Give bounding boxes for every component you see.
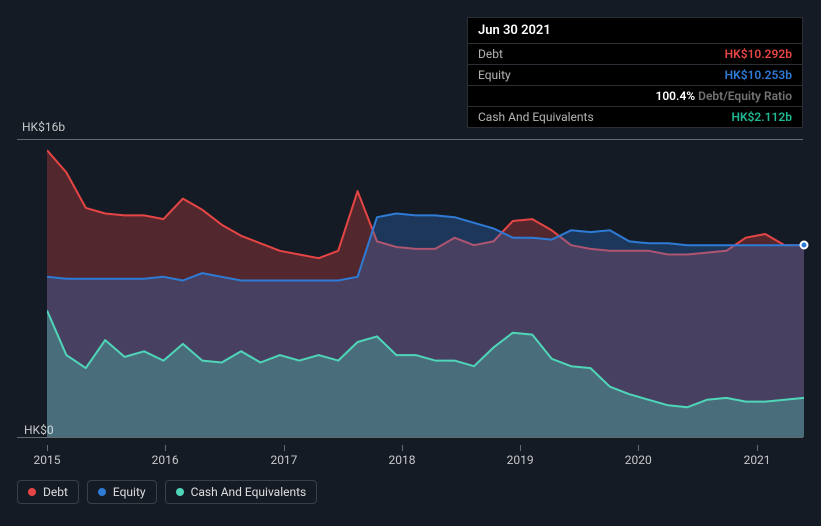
y-axis-min-label: HK$0 <box>24 423 54 437</box>
legend-label-equity: Equity <box>113 485 146 499</box>
tooltip-row-value: HK$10.292b <box>725 47 792 61</box>
x-tick <box>638 445 639 451</box>
legend-label-debt: Debt <box>43 485 68 499</box>
x-axis-label: 2019 <box>507 453 534 467</box>
tooltip-row: Debt HK$10.292b <box>468 43 802 64</box>
x-tick <box>284 445 285 451</box>
x-tick <box>520 445 521 451</box>
legend-item-debt[interactable]: Debt <box>17 480 79 504</box>
tooltip-date: Jun 30 2021 <box>468 18 802 43</box>
x-axis-label: 2016 <box>152 453 179 467</box>
plot-area <box>47 139 804 437</box>
tooltip-row-label: Equity <box>478 68 511 82</box>
legend-dot-cash <box>176 488 184 496</box>
legend-item-cash[interactable]: Cash And Equivalents <box>165 480 318 504</box>
tooltip-row-value: HK$2.112b <box>731 110 792 124</box>
x-axis-label: 2017 <box>270 453 297 467</box>
hover-tooltip: Jun 30 2021 Debt HK$10.292b Equity HK$10.25… <box>467 17 803 128</box>
chart-svg <box>47 139 804 437</box>
legend: Debt Equity Cash And Equivalents <box>17 480 317 504</box>
legend-dot-debt <box>28 488 36 496</box>
tooltip-row: 100.4% Debt/Equity Ratio <box>468 85 802 106</box>
x-tick <box>165 445 166 451</box>
x-tick <box>402 445 403 451</box>
axis-bottom-line <box>17 437 803 438</box>
x-tick <box>757 445 758 451</box>
tooltip-row: Cash And Equivalents HK$2.112b <box>468 106 802 127</box>
tooltip-row: Equity HK$10.253b <box>468 64 802 85</box>
hover-indicator-dot <box>800 241 809 250</box>
x-axis-label: 2020 <box>625 453 652 467</box>
x-axis-label: 2018 <box>389 453 416 467</box>
tooltip-row-label: Debt <box>478 47 503 61</box>
legend-dot-equity <box>98 488 106 496</box>
y-axis-max-label: HK$16b <box>22 120 65 134</box>
x-axis-label: 2021 <box>744 453 771 467</box>
tooltip-row-value: HK$10.253b <box>725 68 792 82</box>
legend-label-cash: Cash And Equivalents <box>191 485 307 499</box>
legend-item-equity[interactable]: Equity <box>87 480 157 504</box>
x-axis-label: 2015 <box>34 453 61 467</box>
x-tick <box>47 445 48 451</box>
tooltip-row-value: 100.4% Debt/Equity Ratio <box>655 89 792 103</box>
tooltip-row-label: Cash And Equivalents <box>478 110 594 124</box>
